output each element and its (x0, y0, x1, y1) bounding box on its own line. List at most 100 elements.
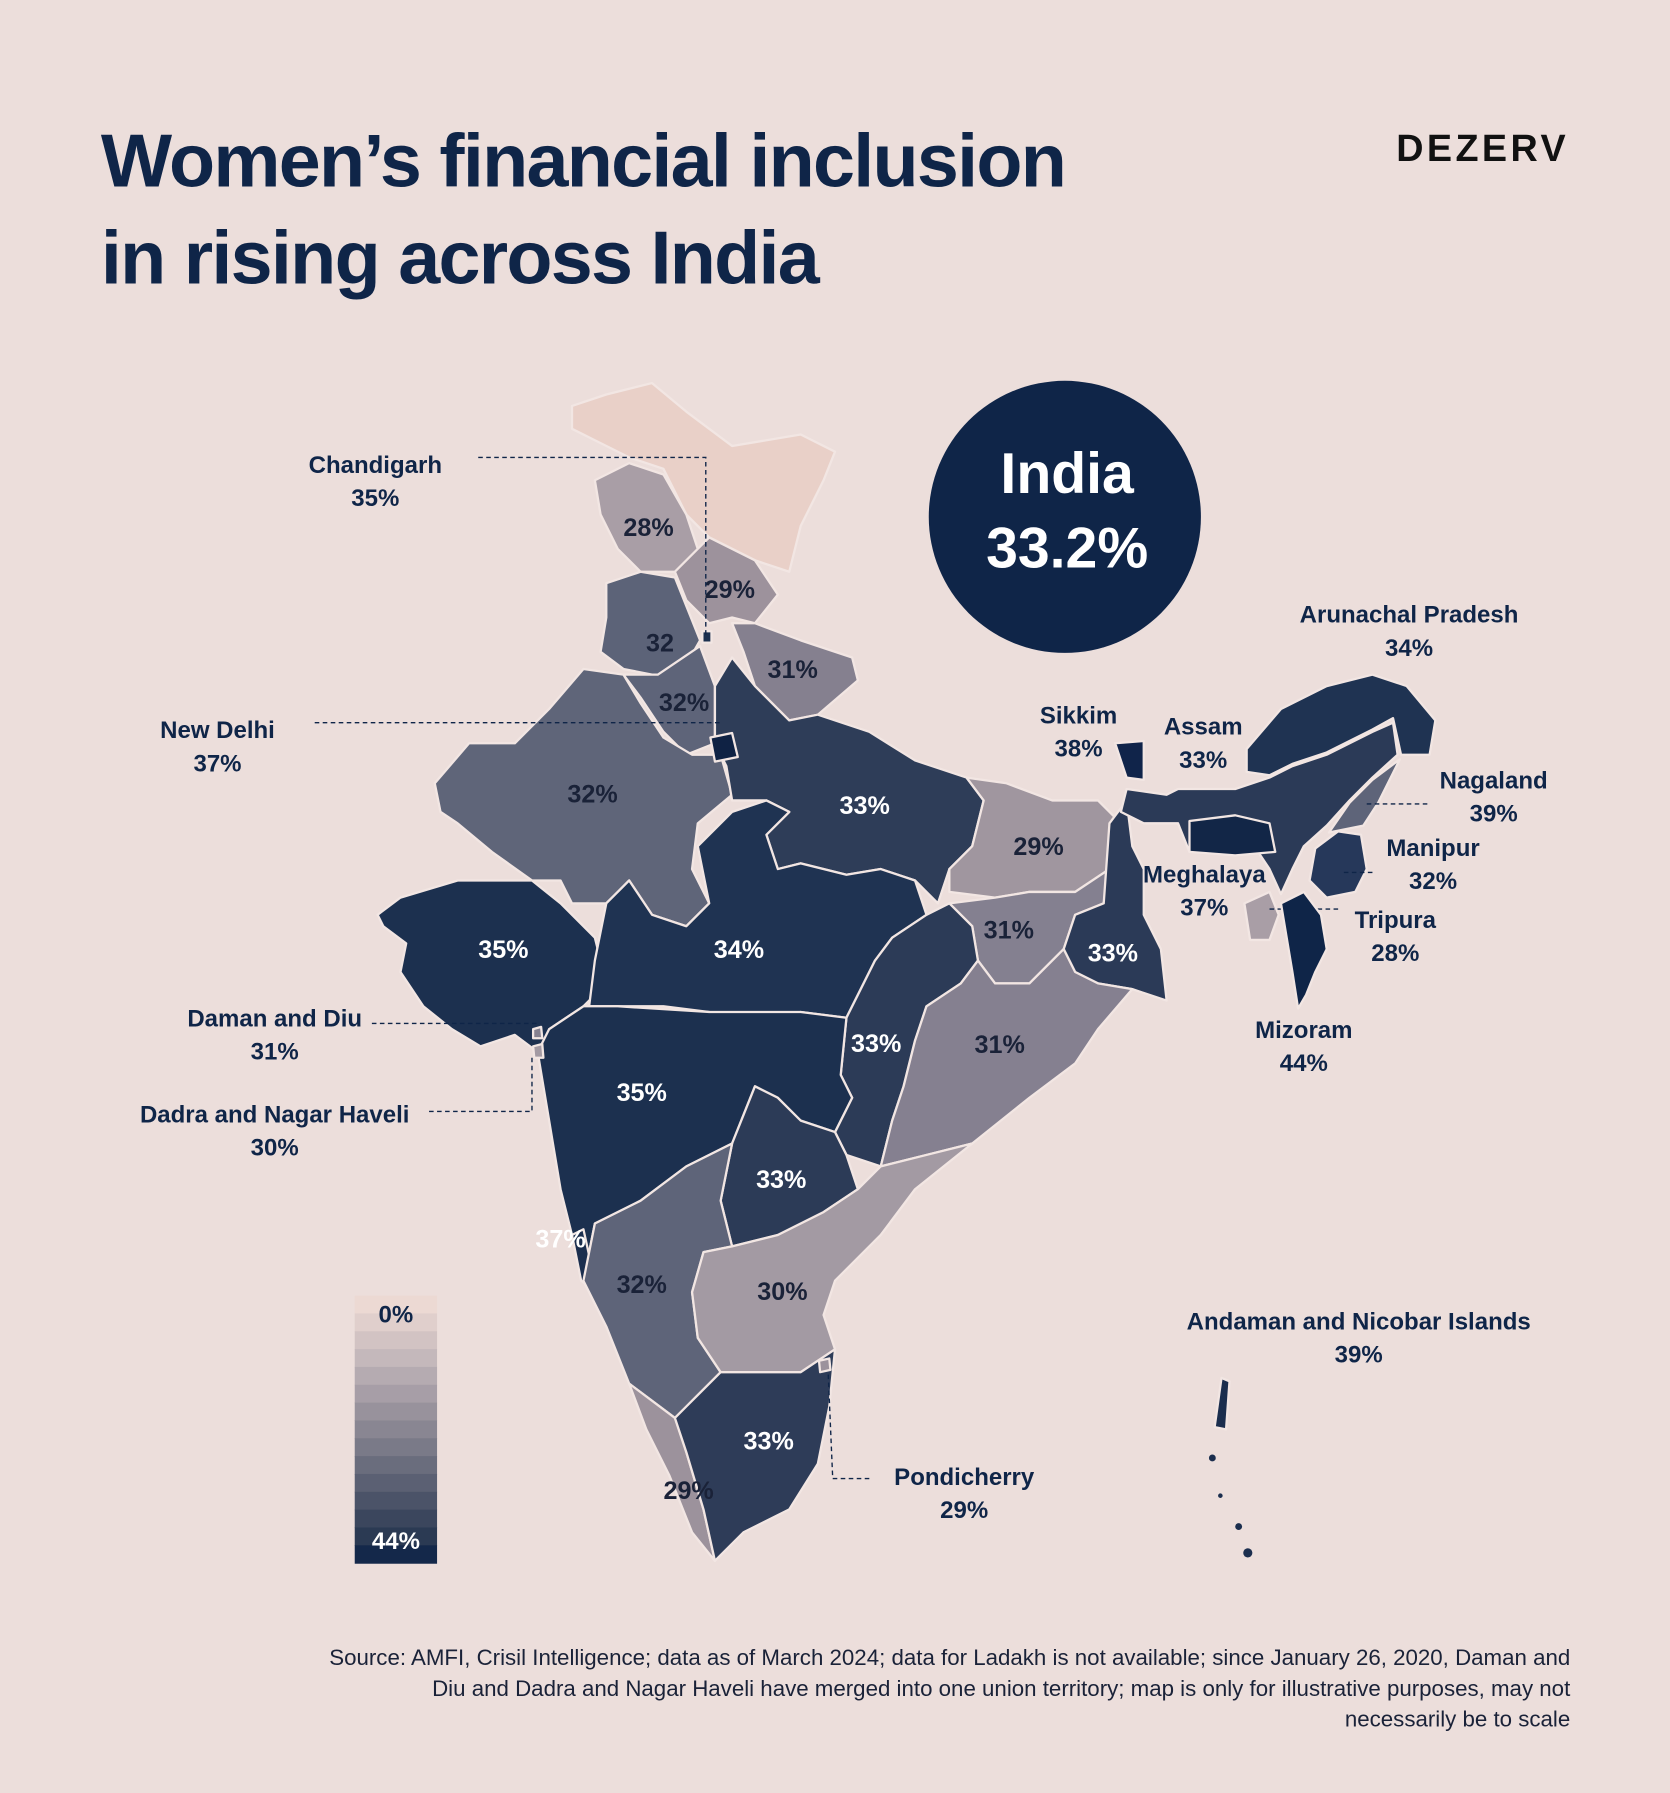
state-value-label: 32% (617, 1271, 667, 1299)
legend-step (354, 1473, 438, 1493)
state-region (713, 656, 985, 905)
state-value-label: 33% (840, 792, 890, 820)
callout-name: Daman and Diu (187, 1005, 362, 1032)
callout-name: Manipur (1386, 835, 1479, 862)
map: 28% 29% 32 32% 31% 32% 33% 29% 31% 33% 35% 34% 33% 31… (140, 452, 1548, 1563)
callout-region (531, 1042, 545, 1059)
callout-region (531, 1025, 544, 1040)
ladakh-region (570, 381, 837, 573)
state-region (730, 622, 860, 722)
legend-step (354, 1366, 438, 1386)
legend-step (354, 1331, 438, 1350)
legend-step (354, 1402, 438, 1422)
state-value-label: 29% (1013, 833, 1063, 861)
callout-name: Nagaland (1440, 767, 1548, 794)
leader-line (827, 1372, 870, 1480)
legend-max-label: 44% (372, 1528, 420, 1555)
callout-name: Pondicherry (894, 1464, 1035, 1491)
callout-name: Sikkim (1040, 702, 1117, 729)
island (1218, 1493, 1223, 1498)
badge-label: India (1000, 442, 1135, 506)
legend-step (354, 1420, 438, 1439)
callout-value: 35% (351, 485, 399, 512)
callout-region (701, 630, 713, 644)
state-value-label: 33% (744, 1428, 794, 1456)
legend-step (354, 1545, 438, 1564)
callout-name: Arunachal Pradesh (1300, 602, 1519, 629)
source-note: Diu and Dadra and Nagar Haveli have merg… (432, 1676, 1571, 1701)
callout-name: Mizoram (1255, 1017, 1352, 1044)
state-value-label: 34% (714, 936, 764, 964)
state-value-label: 31% (974, 1031, 1024, 1059)
callout-value: 29% (940, 1497, 988, 1524)
legend-step (354, 1438, 438, 1457)
leader-line (429, 1057, 533, 1113)
callout-name: Chandigarh (309, 452, 442, 479)
state-value-label: 32% (567, 781, 617, 809)
legend-step (354, 1527, 438, 1546)
state-value-label: 32% (659, 689, 709, 717)
legend-step (354, 1509, 438, 1529)
legend-step (354, 1384, 438, 1404)
callout-region (1327, 758, 1402, 834)
callout-name: New Delhi (160, 717, 275, 744)
legend-step (354, 1295, 438, 1314)
leader-line (478, 456, 707, 635)
badge-circle (928, 380, 1201, 653)
callout-value: 39% (1470, 801, 1518, 828)
state-value-label: 30% (757, 1278, 807, 1306)
callout-name: Tripura (1355, 907, 1437, 934)
callout-value: 31% (251, 1039, 299, 1066)
callout-region (709, 731, 739, 763)
brand: DEZERV (1396, 127, 1569, 169)
state-value-label: 35% (478, 936, 528, 964)
callout-value: 37% (1180, 894, 1228, 921)
legend-step (354, 1456, 438, 1475)
callout-name: Dadra and Nagar Haveli (140, 1101, 409, 1128)
callout-value: 32% (1409, 868, 1457, 895)
state-region (690, 1142, 974, 1374)
state-value-label: 28% (623, 514, 673, 542)
state-region (673, 536, 779, 625)
callout-value: 38% (1055, 735, 1103, 762)
legend-step (354, 1349, 438, 1368)
callout-region (1213, 1376, 1231, 1431)
badge: India 33.2% (928, 380, 1201, 653)
callout-name: Assam (1164, 714, 1243, 741)
title-line: Women’s financial inclusion (101, 118, 1065, 202)
callout-region (1243, 890, 1280, 942)
source-note: necessarily be to scale (1345, 1707, 1570, 1732)
callout-region (1188, 814, 1277, 857)
state-value-label: 35% (617, 1079, 667, 1107)
state-value-label: 37% (535, 1225, 585, 1253)
state-value-label: 31% (768, 656, 818, 684)
state-value-label: 33% (851, 1030, 901, 1058)
callout-name: Andaman and Nicobar Islands (1187, 1308, 1531, 1335)
legend-min-label: 0% (379, 1302, 414, 1329)
callout-region (1114, 739, 1145, 782)
state-region (1062, 799, 1168, 1002)
callout-region (1279, 890, 1328, 1010)
state-value-label: 31% (984, 917, 1034, 945)
callout-value: 44% (1280, 1050, 1328, 1077)
island (1208, 1454, 1216, 1462)
state-value-label: 32 (646, 630, 674, 658)
state-value-label: 29% (705, 576, 755, 604)
callout-value: 34% (1385, 635, 1433, 662)
callout-value: 37% (193, 750, 241, 777)
callout-value: 30% (251, 1135, 299, 1162)
source-note: Source: AMFI, Crisil Intelligence; data … (329, 1645, 1570, 1670)
title-line: in rising across India (101, 216, 821, 300)
island (1235, 1523, 1243, 1530)
legend-step (354, 1313, 438, 1332)
state-region (673, 1348, 837, 1563)
callout-value: 33% (1179, 747, 1227, 774)
state-region (879, 947, 1134, 1168)
legend: 0% 44% (354, 1295, 438, 1564)
callout-region (817, 1357, 832, 1374)
legend-step (354, 1491, 438, 1511)
state-value-label: 33% (756, 1166, 806, 1194)
callout-region (1308, 830, 1368, 899)
